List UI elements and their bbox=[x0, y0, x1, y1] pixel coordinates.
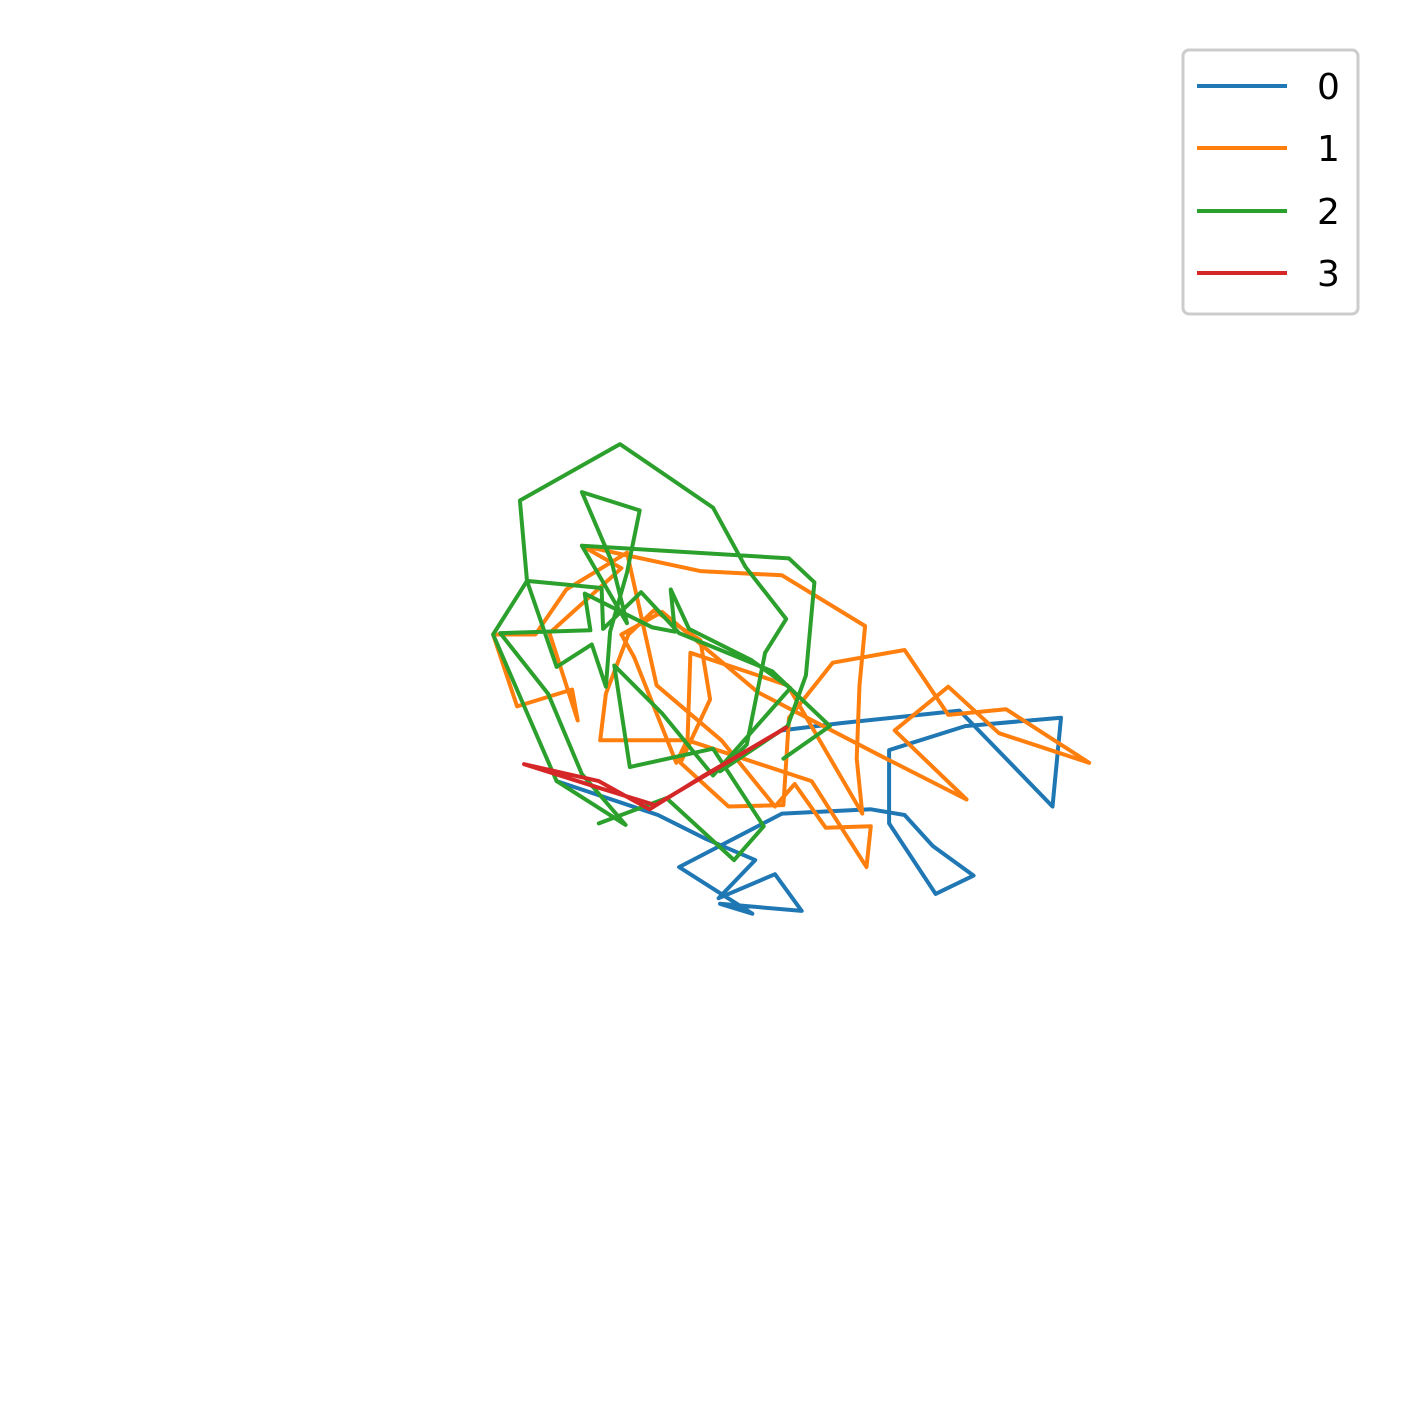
legend-label-3: 3 bbox=[1317, 254, 1340, 295]
legend-label-0: 0 bbox=[1317, 67, 1340, 108]
legend-label-1: 1 bbox=[1317, 129, 1340, 170]
legend-item-1: 1 bbox=[1197, 129, 1340, 170]
legend-frame bbox=[1181, 48, 1360, 316]
legend: 0 1 2 3 bbox=[1181, 48, 1360, 316]
legend-item-3: 3 bbox=[1197, 254, 1340, 295]
plot-area bbox=[491, 442, 1092, 916]
legend-item-2: 2 bbox=[1197, 192, 1340, 233]
series-line-2 bbox=[491, 442, 832, 863]
series-line-0 bbox=[554, 708, 1063, 916]
series-line-1 bbox=[491, 543, 1092, 870]
legend-label-2: 2 bbox=[1317, 192, 1340, 233]
series-line-3 bbox=[522, 725, 789, 812]
legend-item-0: 0 bbox=[1197, 67, 1340, 108]
